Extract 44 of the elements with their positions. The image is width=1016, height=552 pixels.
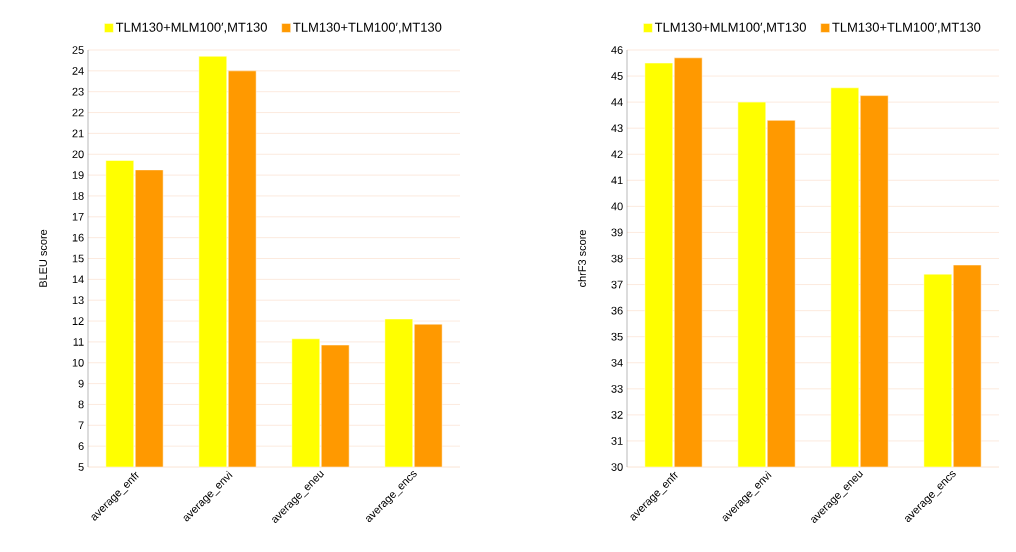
legend-label: TLM130+TLM100′,MT130 <box>832 22 981 34</box>
y-tick-label: 25 <box>72 46 84 54</box>
y-tick-label: 14 <box>72 275 84 284</box>
legend-label: TLM130+MLM100′,MT130 <box>654 22 806 34</box>
y-tick-label: 46 <box>611 46 623 54</box>
y-tick-label: 10 <box>72 358 84 367</box>
y-tick-label: 45 <box>611 72 623 80</box>
y-tick-label: 13 <box>72 296 84 305</box>
y-axis-title: BLEU score <box>39 229 47 287</box>
legend-label: TLM130+MLM100′,MT130 <box>115 22 267 34</box>
y-tick-label: 33 <box>611 384 623 393</box>
legend-label: TLM130+TLM100′,MT130 <box>293 22 442 34</box>
y-tick-label: 38 <box>611 254 623 263</box>
y-tick-label: 41 <box>611 176 623 185</box>
y-tick-label: 19 <box>72 171 84 179</box>
y-tick-label: 9 <box>78 379 84 388</box>
y-tick-label: 6 <box>78 442 84 451</box>
y-tick-label: 20 <box>72 150 84 159</box>
y-tick-label: 17 <box>72 213 84 221</box>
y-tick-label: 31 <box>611 437 623 445</box>
y-tick-label: 15 <box>72 254 84 263</box>
y-tick-label: 44 <box>611 98 623 106</box>
y-tick-label: 43 <box>611 124 623 133</box>
y-tick-label: 7 <box>78 421 84 430</box>
y-tick-label: 37 <box>611 280 623 289</box>
y-tick-label: 16 <box>72 233 84 242</box>
y-tick-label: 24 <box>72 67 84 75</box>
y-tick-label: 12 <box>72 317 84 325</box>
y-tick-label: 22 <box>72 108 84 117</box>
y-axis-title: chrF3 score <box>577 230 586 287</box>
y-tick-label: 8 <box>78 400 84 409</box>
y-tick-label: 32 <box>611 411 623 419</box>
y-tick-label: 18 <box>72 192 84 200</box>
y-tick-label: 30 <box>611 463 623 471</box>
y-tick-label: 11 <box>73 338 84 346</box>
y-tick-label: 21 <box>72 129 84 138</box>
y-tick-label: 42 <box>611 150 623 159</box>
y-tick-label: 23 <box>72 87 84 96</box>
y-tick-label: 36 <box>611 306 623 315</box>
y-tick-label: 34 <box>611 358 623 367</box>
y-tick-label: 5 <box>78 463 84 471</box>
y-tick-label: 35 <box>611 332 623 341</box>
y-tick-label: 40 <box>611 202 623 211</box>
y-tick-label: 39 <box>611 228 623 237</box>
